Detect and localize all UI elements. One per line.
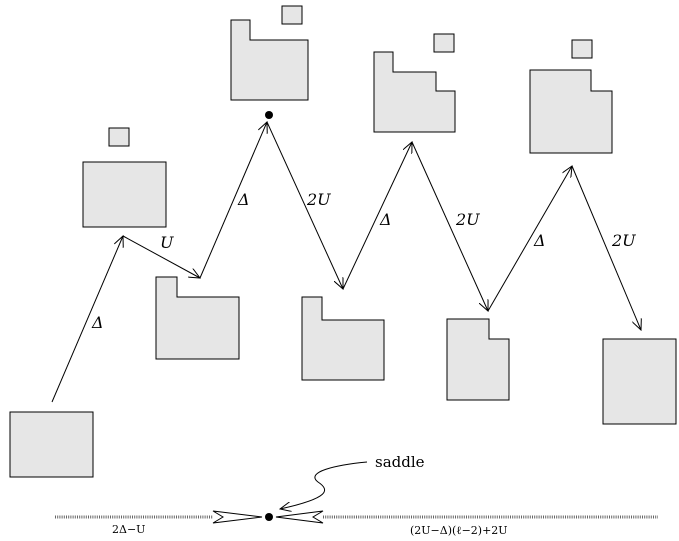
config-small-square-4: [571, 39, 593, 59]
arrow-u-1: [122, 235, 200, 278]
right-energy-label: (2U−Δ)(ℓ−2)+2U: [410, 524, 508, 537]
label-delta-1: Δ: [91, 313, 104, 332]
config-square-end: [602, 338, 677, 425]
arrow-delta-2: [199, 122, 267, 279]
label-u-1: U: [160, 233, 174, 252]
config-notched-shape-2: [230, 19, 309, 101]
label-two-u-3: 2U: [611, 231, 636, 250]
arrow-delta-4: [487, 166, 572, 312]
config-small-square-3: [433, 33, 455, 53]
open-arrow-right: [275, 510, 324, 524]
config-square-start: [9, 411, 94, 478]
label-delta-2: Δ: [237, 190, 250, 209]
config-notched-shape-6: [529, 69, 613, 154]
config-notched-shape-4: [373, 51, 456, 133]
config-small-square-2: [281, 5, 303, 25]
saddle-marker-dot: [265, 513, 273, 521]
label-two-u-2: 2U: [455, 210, 480, 229]
left-energy-label: 2Δ−U: [112, 523, 145, 536]
config-small-square-1: [108, 127, 130, 147]
arrow-two-u-2: [411, 141, 488, 311]
label-delta-3: Δ: [379, 210, 392, 229]
saddle-label: saddle: [375, 453, 425, 471]
config-rectangle-1: [82, 161, 167, 228]
saddle-pointer: [280, 461, 368, 509]
saddle-point-dot: [265, 111, 273, 119]
arrow-delta-3: [342, 142, 412, 290]
arrow-two-u-1: [266, 121, 343, 289]
label-two-u-1: 2U: [306, 190, 331, 209]
open-arrow-left: [212, 510, 263, 524]
config-notched-shape-3: [301, 296, 385, 381]
arrow-delta-1: [51, 236, 123, 403]
arrow-two-u-3: [571, 165, 641, 330]
label-delta-4: Δ: [533, 231, 546, 250]
config-notched-shape-5: [446, 318, 510, 401]
config-notched-shape-1: [155, 276, 240, 360]
